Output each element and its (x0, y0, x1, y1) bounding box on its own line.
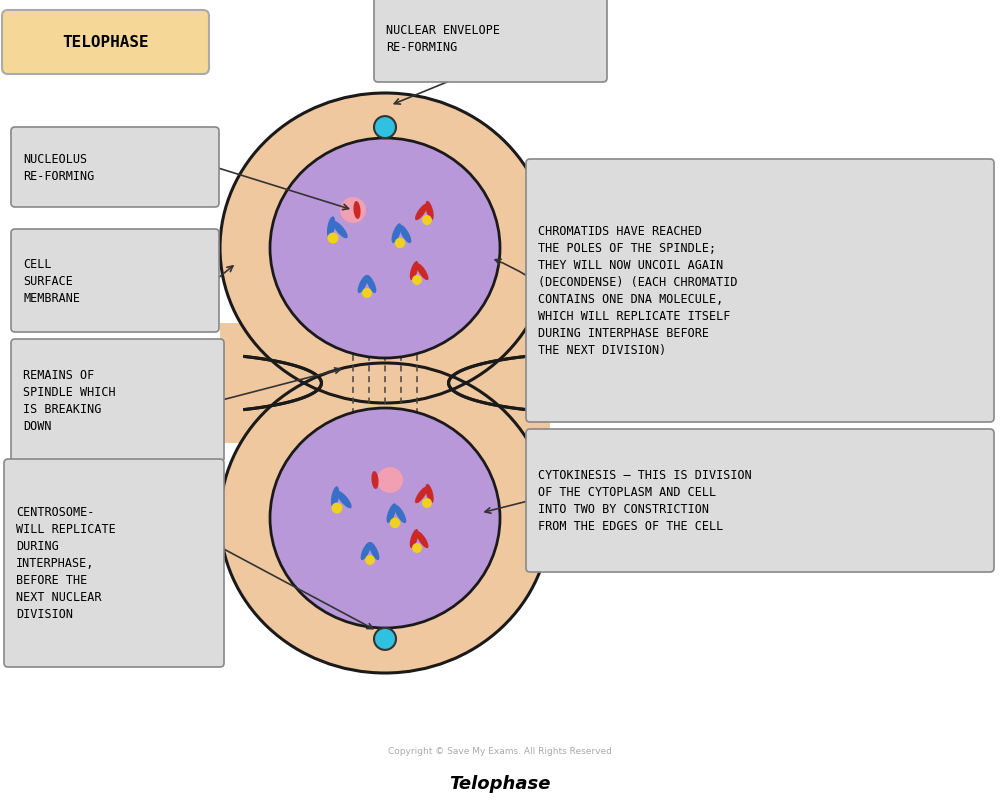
Bar (286, 341, 484, 426)
Circle shape (412, 544, 422, 553)
Circle shape (422, 216, 432, 226)
Circle shape (377, 467, 403, 493)
Circle shape (374, 117, 396, 139)
FancyBboxPatch shape (11, 128, 219, 208)
FancyBboxPatch shape (526, 430, 994, 573)
Circle shape (395, 238, 405, 249)
FancyBboxPatch shape (11, 340, 224, 463)
Text: REMAINS OF
SPINDLE WHICH
IS BREAKING
DOWN: REMAINS OF SPINDLE WHICH IS BREAKING DOW… (23, 369, 116, 433)
Polygon shape (245, 357, 525, 410)
Ellipse shape (425, 484, 434, 503)
Ellipse shape (416, 264, 428, 281)
Ellipse shape (371, 471, 379, 489)
Text: NUCLEOLUS
RE-FORMING: NUCLEOLUS RE-FORMING (23, 153, 94, 183)
Text: CYTOKINESIS – THIS IS DIVISION
OF THE CYTOPLASM AND CELL
INTO TWO BY CONSTRICTIO: CYTOKINESIS – THIS IS DIVISION OF THE CY… (538, 469, 752, 533)
Ellipse shape (399, 226, 411, 244)
Ellipse shape (369, 542, 379, 560)
Ellipse shape (220, 94, 550, 403)
Text: NUCLEAR ENVELOPE
RE-FORMING: NUCLEAR ENVELOPE RE-FORMING (386, 24, 500, 54)
Ellipse shape (358, 275, 368, 294)
Ellipse shape (366, 275, 376, 294)
Ellipse shape (361, 542, 371, 560)
Ellipse shape (331, 487, 339, 508)
Ellipse shape (220, 364, 550, 673)
Bar (220, 324, 550, 443)
Circle shape (390, 518, 400, 528)
Text: CELL
SURFACE
MEMBRANE: CELL SURFACE MEMBRANE (23, 258, 80, 304)
FancyBboxPatch shape (374, 0, 607, 83)
FancyBboxPatch shape (4, 459, 224, 667)
Ellipse shape (270, 139, 500, 359)
Circle shape (328, 233, 338, 244)
Text: Copyright © Save My Exams. All Rights Reserved: Copyright © Save My Exams. All Rights Re… (388, 747, 612, 756)
Ellipse shape (394, 505, 406, 524)
Ellipse shape (415, 487, 428, 503)
Ellipse shape (332, 222, 348, 239)
Text: TELOPHASE: TELOPHASE (63, 35, 149, 51)
Circle shape (422, 499, 432, 508)
Ellipse shape (425, 202, 434, 221)
Ellipse shape (270, 409, 500, 628)
Circle shape (340, 198, 366, 224)
Circle shape (362, 289, 372, 299)
Ellipse shape (392, 224, 401, 244)
Circle shape (412, 275, 422, 286)
Ellipse shape (387, 503, 396, 524)
Text: CENTROSOME-
WILL REPLICATE
DURING
INTERPHASE,
BEFORE THE
NEXT NUCLEAR
DIVISION: CENTROSOME- WILL REPLICATE DURING INTERP… (16, 506, 116, 621)
Ellipse shape (353, 202, 361, 220)
FancyBboxPatch shape (11, 230, 219, 332)
FancyBboxPatch shape (2, 11, 209, 75)
Text: Telophase: Telophase (449, 774, 551, 792)
Circle shape (374, 628, 396, 650)
Text: CHROMATIDS HAVE REACHED
THE POLES OF THE SPINDLE;
THEY WILL NOW UNCOIL AGAIN
(DE: CHROMATIDS HAVE REACHED THE POLES OF THE… (538, 225, 738, 357)
Ellipse shape (410, 262, 418, 281)
Ellipse shape (327, 217, 335, 238)
Circle shape (332, 503, 342, 514)
Ellipse shape (416, 532, 428, 548)
Ellipse shape (415, 204, 428, 221)
Ellipse shape (336, 491, 352, 509)
Circle shape (365, 556, 375, 565)
FancyBboxPatch shape (526, 160, 994, 422)
Ellipse shape (410, 529, 418, 548)
